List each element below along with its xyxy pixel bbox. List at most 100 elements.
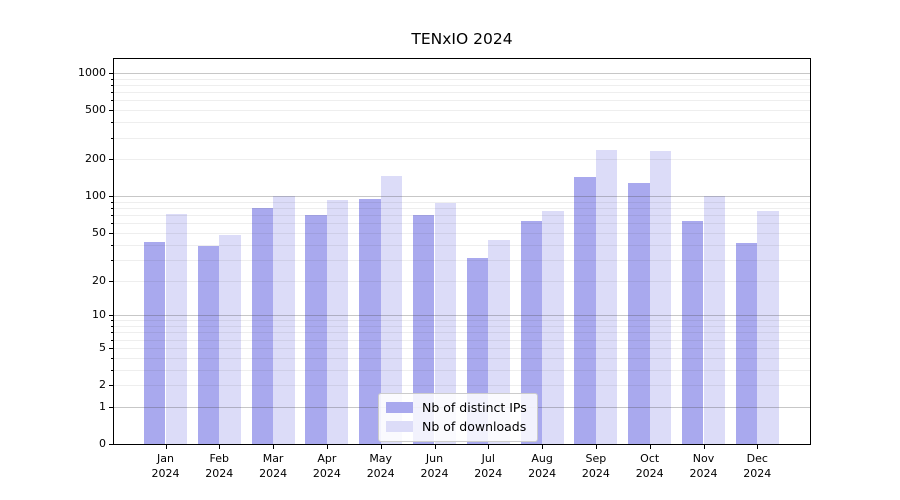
y-minor-tick-mark [111,259,113,261]
x-tick-year: 2024 [205,467,234,480]
grid-layer [114,59,810,444]
gridline-minor [114,100,810,101]
bar-downloads-oct [649,151,672,444]
bar-downloads-jul [488,239,510,444]
gridline-minor [114,233,810,234]
bar-distinct-ips-mar [251,208,274,444]
y-tick-label: 1 [99,399,106,413]
bar-distinct-ips-aug [520,220,543,444]
x-tick-label-jan: Jan 2024 [134,451,198,481]
legend-item-downloads: Nb of downloads [386,418,527,435]
gridline-minor [114,110,810,111]
x-tick-label-may: May 2024 [349,451,413,481]
chart-title: TENxIO 2024 [411,30,513,48]
y-minor-tick-mark [111,92,113,94]
legend-item-distinct-ips: Nb of distinct IPs [386,399,527,416]
x-tick-label-mar: Mar 2024 [241,451,305,481]
x-tick-mark [757,445,759,449]
x-tick-label-sep: Sep 2024 [564,451,628,481]
y-tick-label: 2 [99,378,106,392]
x-tick-month: Jun [425,452,444,465]
gridline-major [114,73,810,74]
y-minor-tick-mark [111,232,113,234]
y-minor-tick-mark [111,326,113,328]
y-minor-tick-mark [111,201,113,203]
x-tick-label-jun: Jun 2024 [403,451,467,481]
gridline-minor [114,159,810,160]
x-tick-month: Mar [262,452,284,465]
y-minor-tick-mark [111,100,113,102]
x-tick-mark [649,445,651,449]
x-tick-month: Aug [531,452,553,465]
y-tick-mark [109,196,113,198]
x-tick-year: 2024 [366,467,395,480]
x-tick-year: 2024 [151,467,180,480]
y-minor-tick-mark [111,244,113,246]
x-tick-year: 2024 [581,467,610,480]
y-minor-tick-mark [111,159,113,161]
y-minor-tick-mark [111,110,113,112]
legend-label-downloads: Nb of downloads [422,419,527,434]
gridline-minor [114,122,810,123]
y-tick-label: 500 [85,103,106,117]
y-tick-mark [109,406,113,408]
x-tick-month: Apr [317,452,337,465]
legend: Nb of distinct IPs Nb of downloads [378,393,538,442]
y-minor-tick-mark [111,369,113,371]
y-minor-tick-mark [111,347,113,349]
gridline-minor [114,260,810,261]
x-tick-label-feb: Feb 2024 [187,451,251,481]
y-minor-tick-mark [111,357,113,359]
x-tick-month: Dec [746,452,768,465]
y-tick-label: 5 [99,340,106,354]
x-tick-year: 2024 [474,467,503,480]
y-minor-tick-mark [111,122,113,124]
gridline-minor [114,320,810,321]
gridline-minor [114,223,810,224]
x-tick-month: Jan [157,452,174,465]
gridline-major [114,196,810,197]
y-tick-label: 200 [85,152,106,166]
x-tick-year: 2024 [635,467,664,480]
bar-downloads-sep [595,149,618,444]
bar-downloads-jan [165,214,188,444]
x-tick-label-dec: Dec 2024 [725,451,789,481]
legend-label-distinct-ips: Nb of distinct IPs [422,400,527,415]
y-minor-tick-mark [111,137,113,139]
bar-downloads-nov [703,196,726,444]
y-tick-label: 1000 [78,66,106,80]
gridline-minor [114,245,810,246]
y-minor-tick-mark [111,223,113,225]
x-tick-mark [488,445,490,449]
bar-downloads-may [380,176,403,444]
bar-downloads-mar [273,196,295,444]
bar-downloads-aug [542,210,564,444]
y-minor-tick-mark [111,280,113,282]
bar-distinct-ips-dec [735,243,758,444]
y-minor-tick-mark [111,385,113,387]
gridline-minor [114,358,810,359]
x-tick-mark [542,445,544,449]
plot-area [113,58,811,445]
bar-distinct-ips-jun [412,215,435,444]
y-tick-label: 50 [92,225,106,239]
gridline-minor [114,79,810,80]
y-minor-tick-mark [111,332,113,334]
y-tick-mark [109,315,113,317]
x-tick-year: 2024 [420,467,449,480]
bar-distinct-ips-nov [681,220,704,444]
x-tick-label-oct: Oct 2024 [618,451,682,481]
bar-downloads-feb [219,235,241,444]
x-tick-month: Feb [209,452,230,465]
y-minor-tick-mark [111,85,113,87]
y-minor-tick-mark [111,339,113,341]
legend-swatch-distinct-ips [386,402,413,413]
x-tick-month: Nov [692,452,715,465]
gridline-major [114,315,810,316]
x-tick-label-apr: Apr 2024 [295,451,359,481]
x-tick-mark [434,445,436,449]
y-minor-tick-mark [111,78,113,80]
x-tick-month: May [369,452,393,465]
x-tick-label-nov: Nov 2024 [672,451,736,481]
